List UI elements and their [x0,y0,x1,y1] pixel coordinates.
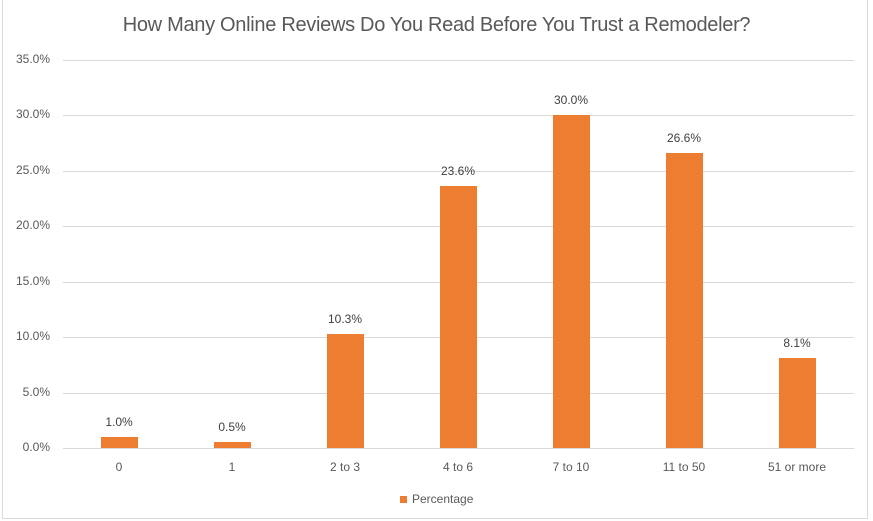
legend-label: Percentage [412,492,474,506]
x-tick-label: 51 or more [767,460,827,474]
y-tick-label: 15.0% [15,274,50,288]
gridline [63,60,854,61]
chart-title: How Many Online Reviews Do You Read Befo… [122,14,751,36]
legend-swatch-icon [400,495,407,503]
data-label: 23.6% [440,164,476,178]
x-tick-label: 1 [228,460,236,474]
bar [666,153,703,448]
bar [214,442,251,448]
bar [440,186,477,448]
y-tick-label: 25.0% [15,163,50,177]
data-label: 8.1% [783,336,811,350]
data-label: 10.3% [327,312,363,326]
data-label: 30.0% [553,93,589,107]
gridline [63,115,854,116]
bar [101,437,138,448]
bar [779,358,816,448]
legend: Percentage [400,492,473,506]
data-label: 1.0% [105,415,133,429]
y-tick-label: 20.0% [15,218,50,232]
y-tick-label: 5.0% [22,385,50,399]
x-tick-label: 11 to 50 [662,460,706,474]
y-tick-label: 35.0% [15,52,50,66]
gridline [63,171,854,172]
x-tick-label: 0 [115,460,123,474]
y-tick-label: 10.0% [15,329,50,343]
gridline [63,448,854,449]
x-tick-label: 2 to 3 [329,460,361,474]
y-tick-label: 0.0% [22,440,50,454]
bar [553,115,590,448]
x-tick-label: 4 to 6 [442,460,474,474]
data-label: 0.5% [218,420,246,434]
y-tick-label: 30.0% [15,107,50,121]
bar [327,334,364,448]
x-tick-label: 7 to 10 [552,460,590,474]
data-label: 26.6% [666,131,702,145]
